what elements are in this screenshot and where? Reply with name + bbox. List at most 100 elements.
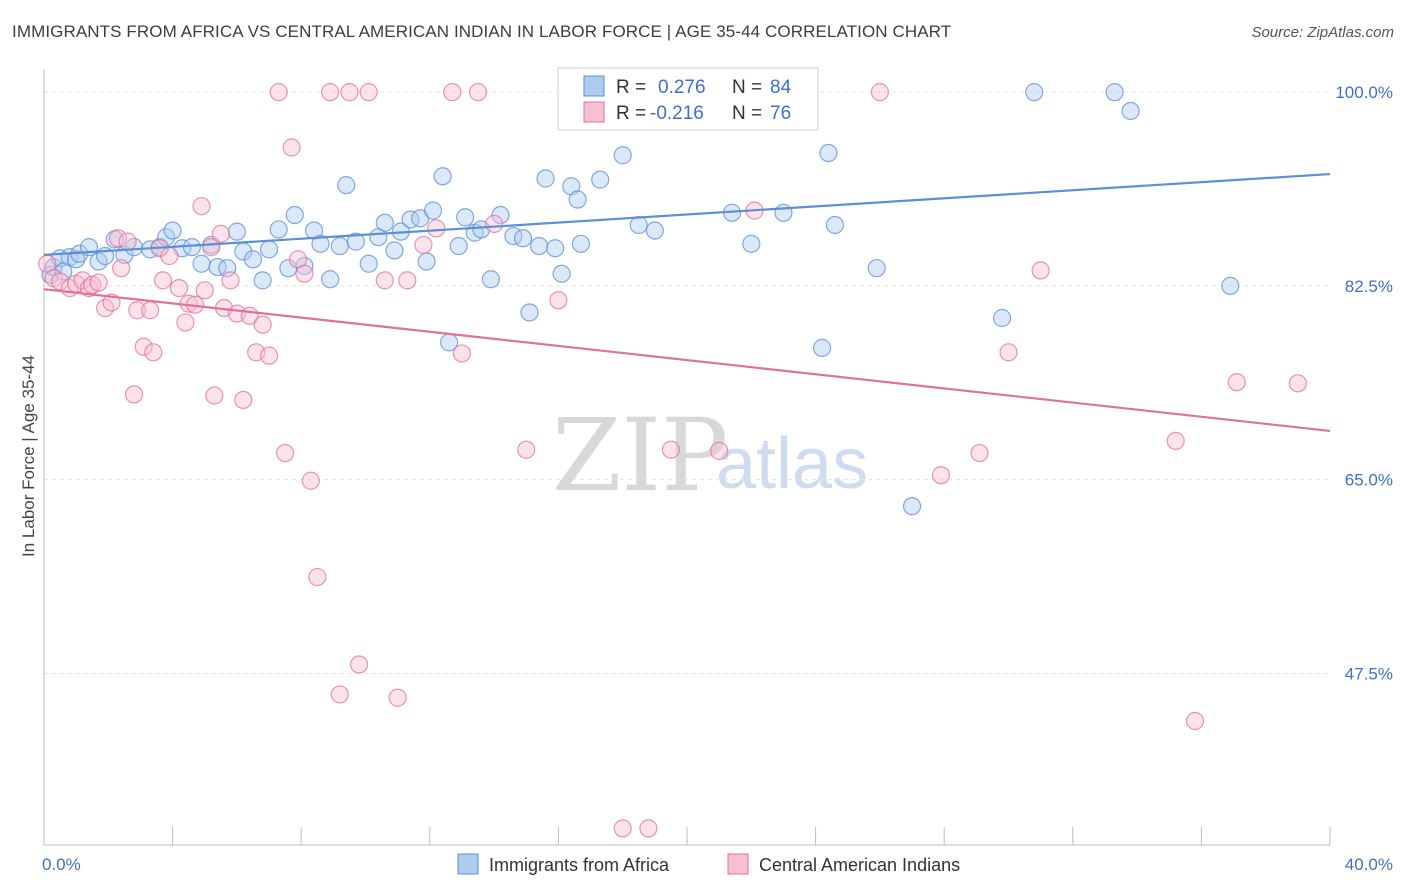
- data-point: [398, 271, 417, 290]
- data-point: [517, 440, 536, 459]
- data-point: [992, 308, 1012, 328]
- data-point: [192, 254, 211, 273]
- data-point: [613, 146, 632, 165]
- series-legend-swatch-africa: [457, 853, 479, 875]
- data-point: [202, 238, 221, 257]
- y-axis-title: In Labor Force | Age 35-44: [19, 355, 38, 557]
- data-point: [388, 688, 407, 707]
- data-point: [427, 219, 446, 238]
- data-point: [169, 279, 189, 298]
- data-point: [819, 143, 838, 163]
- data-point: [269, 220, 288, 239]
- y-tick-label: 65.0%: [1345, 471, 1393, 490]
- data-point: [108, 229, 128, 248]
- watermark: ZIP atlas: [552, 397, 868, 514]
- legend: R = 0.276 N = 84 R = -0.216 N = 76: [557, 67, 819, 131]
- data-point: [449, 236, 468, 256]
- series-legend-swatch-central-american: [727, 853, 749, 875]
- legend-n-label-africa: N =: [732, 77, 762, 98]
- trend-line-1: [43, 288, 1331, 433]
- data-point: [337, 176, 356, 195]
- data-point: [359, 254, 378, 273]
- data-point: [710, 441, 729, 460]
- x-tick-labels: 0.0% 40.0%: [42, 855, 1393, 874]
- data-point: [661, 440, 681, 459]
- data-point: [144, 343, 163, 362]
- data-point: [481, 270, 500, 289]
- data-point: [1221, 276, 1240, 295]
- series-legend-label-central-american: Central American Indians: [759, 855, 960, 875]
- data-point: [276, 443, 295, 463]
- data-point: [549, 291, 568, 310]
- data-point: [253, 315, 272, 334]
- data-point: [124, 385, 144, 404]
- series-0-points: [41, 83, 1240, 516]
- data-point: [140, 301, 160, 320]
- data-point: [774, 203, 793, 222]
- trend-lines: [43, 172, 1331, 433]
- data-point: [1031, 261, 1050, 280]
- data-point: [870, 83, 890, 102]
- series-legend: Immigrants from Africa Central American …: [457, 853, 960, 875]
- grid: [44, 91, 1330, 674]
- data-point: [452, 344, 472, 363]
- data-point: [221, 271, 240, 290]
- data-point: [301, 471, 320, 490]
- data-point: [485, 214, 504, 233]
- data-point: [970, 443, 989, 463]
- data-point: [931, 466, 951, 485]
- data-point: [433, 167, 452, 186]
- data-point: [282, 138, 301, 157]
- y-tick-label: 100.0%: [1335, 83, 1393, 102]
- data-point: [67, 250, 86, 269]
- data-point: [359, 83, 378, 102]
- series-legend-label-africa: Immigrants from Africa: [489, 855, 670, 875]
- data-point: [285, 205, 304, 225]
- data-point: [639, 819, 658, 838]
- legend-r-value-central-american: -0.216: [650, 103, 704, 124]
- data-point: [513, 229, 533, 248]
- data-point: [295, 256, 314, 276]
- data-point: [79, 279, 99, 298]
- data-point: [192, 197, 211, 216]
- data-point: [1121, 101, 1140, 121]
- data-point: [423, 201, 443, 220]
- data-point: [417, 252, 436, 271]
- data-point: [330, 685, 349, 704]
- y-tick-label: 82.5%: [1345, 277, 1393, 296]
- data-point: [112, 259, 131, 278]
- legend-n-value-central-american: 76: [770, 103, 791, 124]
- watermark-zip: ZIP: [552, 397, 728, 514]
- watermark-atlas: atlas: [716, 424, 868, 504]
- data-point: [468, 83, 488, 102]
- x-tick-label-min: 0.0%: [42, 855, 81, 874]
- data-point: [308, 567, 327, 587]
- data-point: [182, 238, 201, 257]
- data-point: [1025, 83, 1044, 102]
- data-point: [89, 273, 108, 292]
- data-point: [118, 232, 137, 251]
- x-tick-label-max: 40.0%: [1345, 855, 1393, 874]
- data-point: [1166, 431, 1185, 450]
- data-point: [153, 271, 173, 290]
- data-point: [205, 386, 224, 405]
- data-point: [375, 213, 394, 232]
- data-point: [160, 246, 179, 266]
- data-point: [163, 221, 182, 240]
- data-point: [1227, 373, 1246, 392]
- data-point: [234, 390, 253, 410]
- data-point: [645, 221, 664, 240]
- data-point: [340, 83, 359, 102]
- data-point: [253, 271, 272, 290]
- data-point: [208, 257, 227, 277]
- data-point: [546, 239, 565, 258]
- data-point: [128, 301, 147, 320]
- data-point: [568, 190, 587, 209]
- data-point: [1185, 711, 1205, 731]
- legend-n-label-central-american: N =: [732, 103, 762, 124]
- data-point: [134, 337, 153, 356]
- data-point: [456, 208, 475, 227]
- data-point: [311, 234, 330, 253]
- legend-n-value-africa: 84: [770, 77, 792, 98]
- data-point: [259, 346, 279, 365]
